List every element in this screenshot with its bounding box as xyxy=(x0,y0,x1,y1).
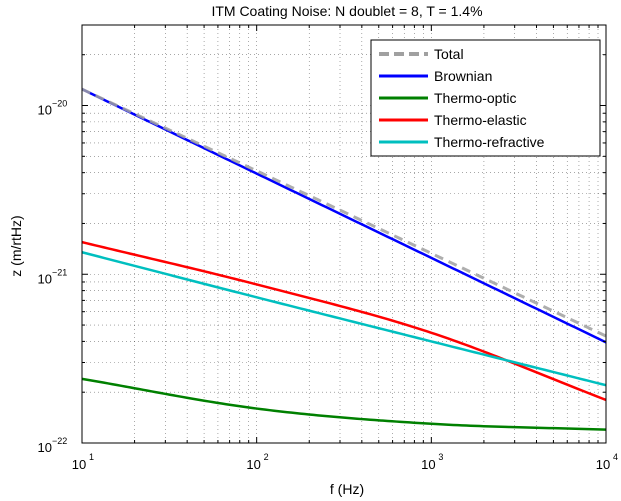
x-tick-exponent: 4 xyxy=(613,452,618,462)
x-tick-label: 10 xyxy=(72,457,86,472)
y-tick-label: 10 xyxy=(38,440,52,455)
series-line-total xyxy=(81,87,607,338)
y-tick-label: 10 xyxy=(38,103,52,118)
y-tick-exponent: −20 xyxy=(52,99,67,109)
x-tick-label: 10 xyxy=(421,457,435,472)
legend-label: Thermo-optic xyxy=(434,90,516,106)
chart-title: ITM Coating Noise: N doublet = 8, T = 1.… xyxy=(211,3,482,19)
x-tick-label: 10 xyxy=(596,457,610,472)
legend-label: Total xyxy=(434,46,464,62)
axes-box xyxy=(81,24,607,444)
series-line-thermo-optic xyxy=(81,377,607,431)
x-tick-exponent: 1 xyxy=(89,452,94,462)
x-tick-exponent: 3 xyxy=(438,452,443,462)
legend: Total Brownian Thermo-optic Thermo-elastic T… xyxy=(370,39,601,157)
ticks xyxy=(81,24,607,444)
legend-label: Brownian xyxy=(434,68,492,84)
y-tick-label: 10 xyxy=(38,271,52,286)
series-lines xyxy=(81,87,607,431)
legend-label: Thermo-elastic xyxy=(434,112,527,128)
legend-label: Thermo-refractive xyxy=(434,134,545,150)
y-tick-exponent: −21 xyxy=(52,267,67,277)
y-tick-exponent: −22 xyxy=(52,436,67,446)
x-tick-exponent: 2 xyxy=(264,452,269,462)
series-line-thermo-refractive xyxy=(81,251,607,387)
x-axis-label: f (Hz) xyxy=(330,481,364,497)
legend-box xyxy=(370,39,601,157)
series-line-thermo-elastic xyxy=(81,240,607,402)
y-axis-label: z (m/rtHz) xyxy=(8,215,24,276)
x-tick-label: 10 xyxy=(246,457,260,472)
